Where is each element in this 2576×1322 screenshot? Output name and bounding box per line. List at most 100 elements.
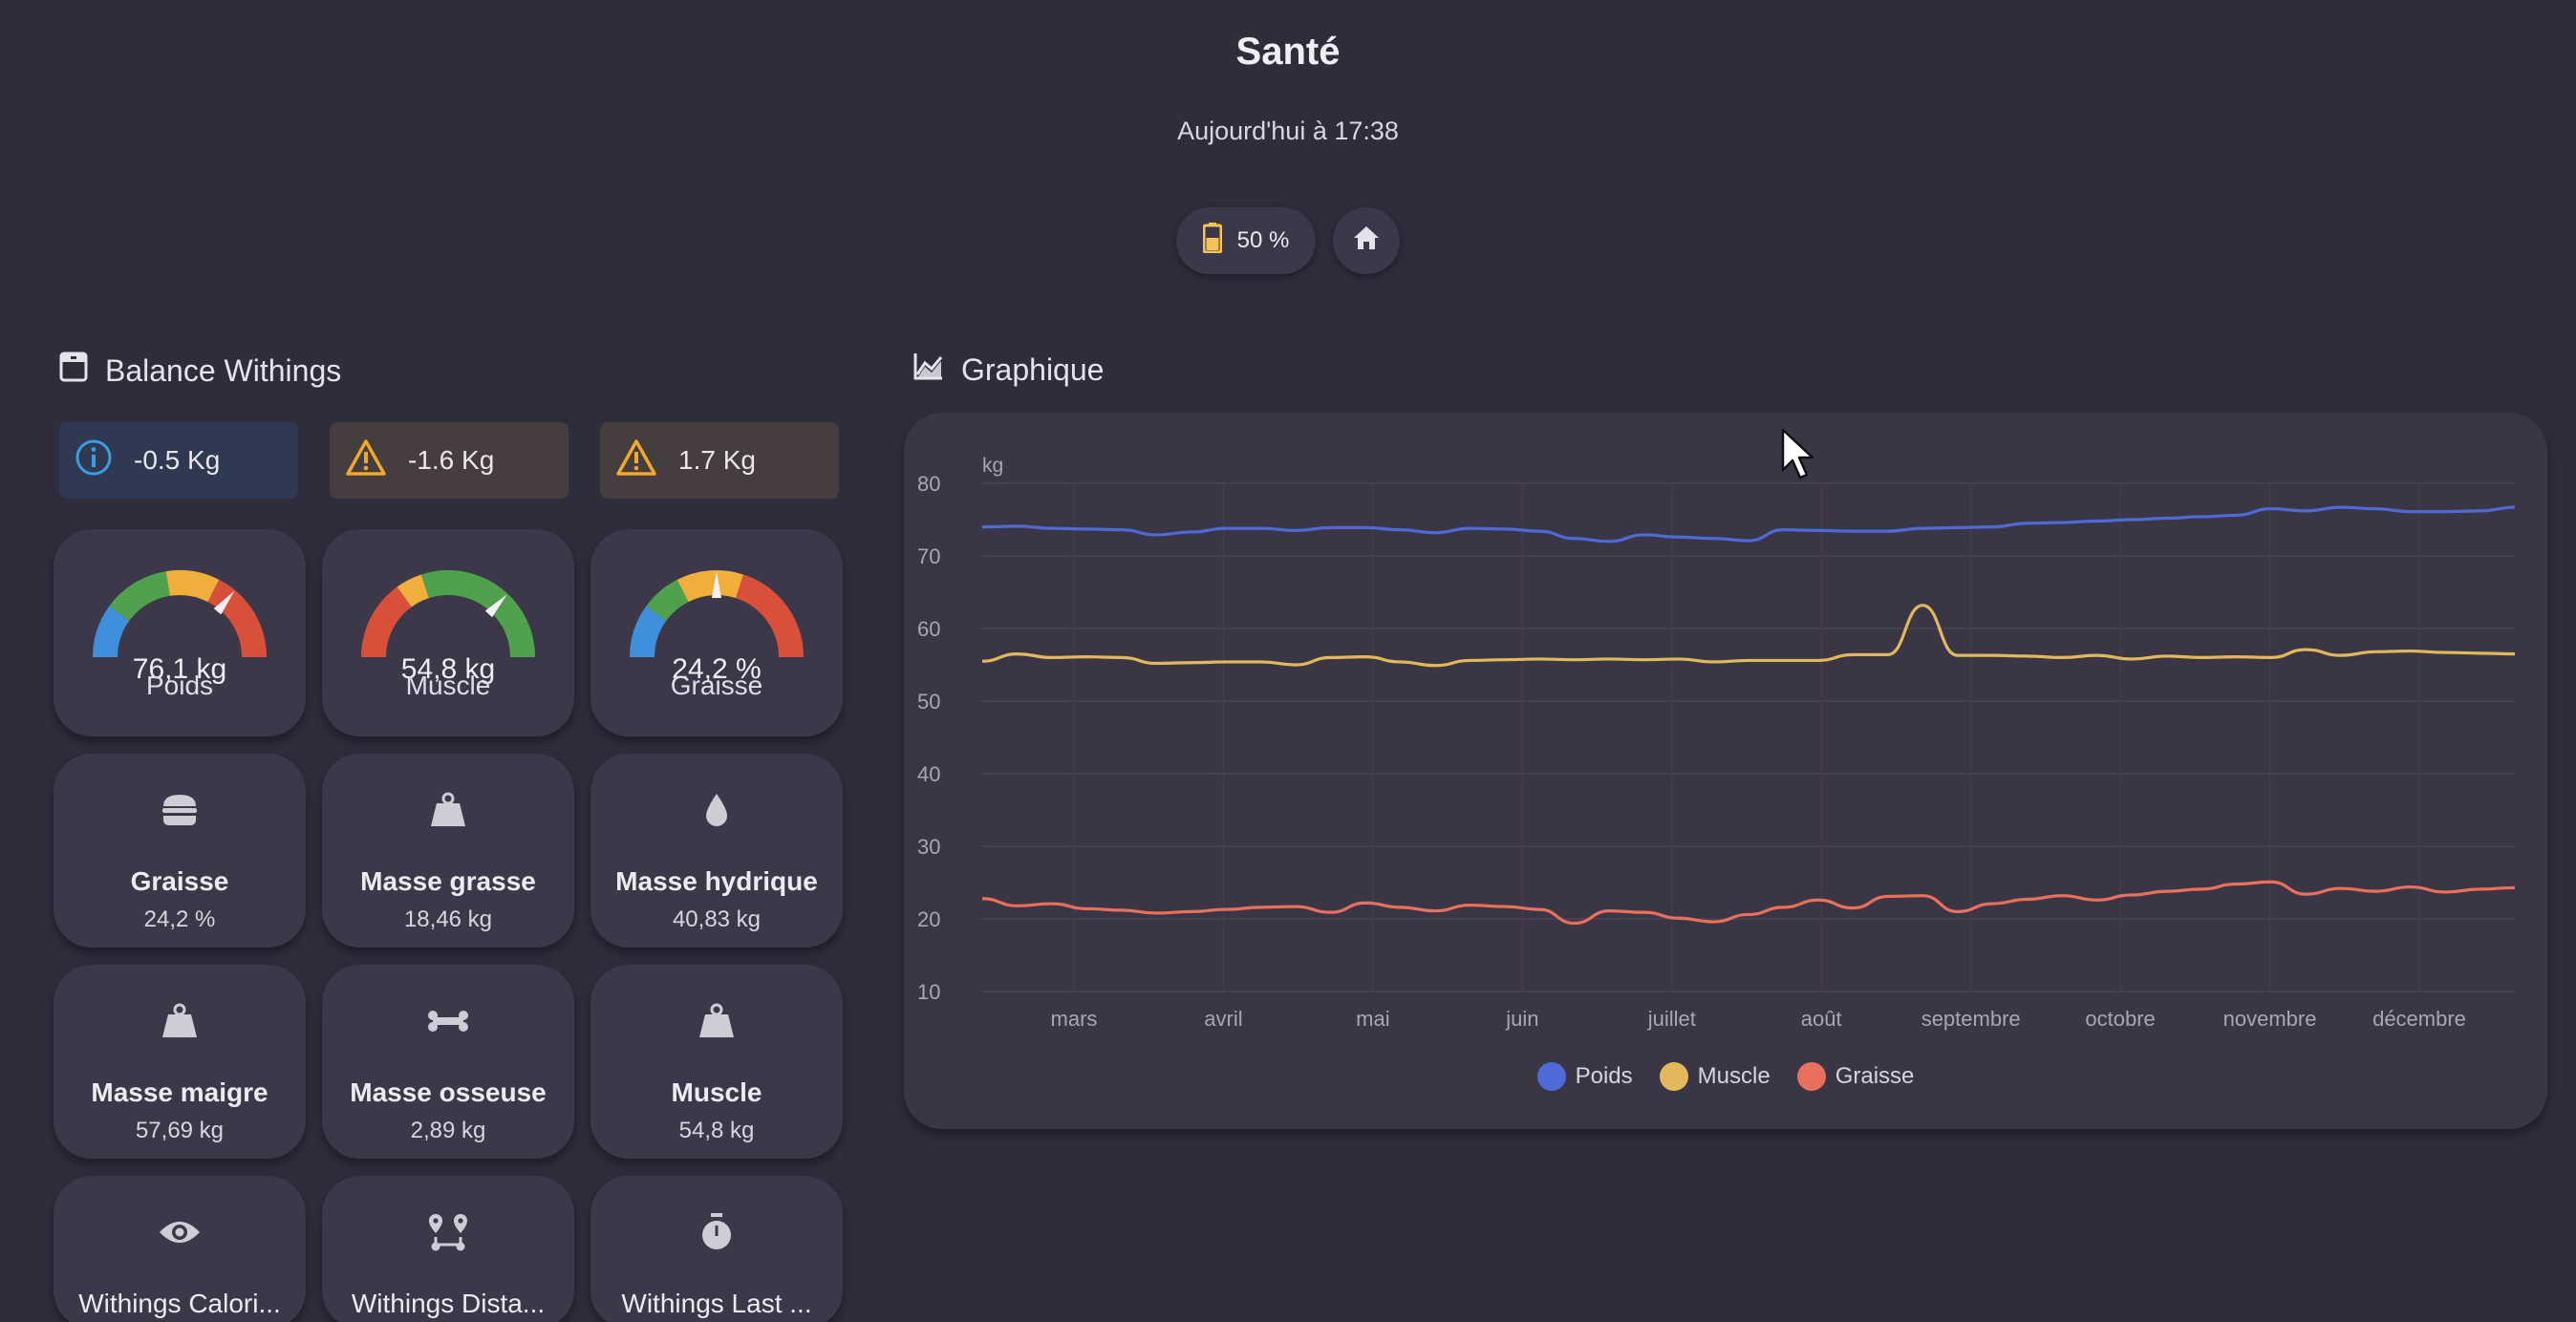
gauge-tile-muscle[interactable]: 54,8 kg Muscle bbox=[322, 529, 574, 736]
chart-card: kg 80 70 60 50 40 30 20 10 mars avril mai juin juille… bbox=[904, 413, 2547, 1129]
legend-item[interactable]: Poids bbox=[1536, 1062, 1633, 1091]
gauge-segment bbox=[165, 570, 220, 603]
sensor-grid: 76,1 kg Poids 54,8 kg Muscle 24,2 % Grai… bbox=[54, 529, 843, 1322]
gauge-label: Poids bbox=[145, 671, 214, 700]
y-tick-label: 80 bbox=[917, 472, 940, 496]
x-tick-label: septembre bbox=[1921, 1007, 2021, 1031]
gauge-segment bbox=[361, 586, 413, 658]
sensor-name: Withings Calori... bbox=[78, 1289, 281, 1318]
sensor-name: Muscle bbox=[671, 1077, 762, 1107]
legend-label: Muscle bbox=[1697, 1063, 1771, 1089]
sensor-name: Withings Dista... bbox=[351, 1289, 546, 1318]
gauge-label: Graisse bbox=[670, 671, 763, 700]
timer-icon bbox=[699, 1210, 734, 1254]
sensor-name: Withings Last ... bbox=[621, 1289, 812, 1318]
battery-icon bbox=[1202, 222, 1223, 260]
info-icon bbox=[75, 438, 113, 483]
sensor-tile-muscle[interactable]: Muscle 54,8 kg bbox=[590, 965, 843, 1159]
legend-label: Graisse bbox=[1835, 1063, 1915, 1089]
chart-line-icon bbox=[913, 352, 944, 388]
gauge-value: 24,2 % bbox=[672, 653, 762, 685]
gauge-segment bbox=[397, 574, 430, 608]
legend-label: Poids bbox=[1575, 1063, 1633, 1089]
gauge-segment bbox=[646, 579, 689, 622]
x-tick-label: novembre bbox=[2223, 1007, 2317, 1031]
eye-icon bbox=[158, 1210, 202, 1254]
gauge-value: 54,8 kg bbox=[400, 653, 496, 685]
fat-gauge: 24,2 % bbox=[623, 558, 810, 685]
gauge-segment bbox=[207, 579, 267, 658]
gauge-needle bbox=[213, 590, 235, 615]
sensor-tile-masse-osseuse[interactable]: Masse osseuse 2,89 kg bbox=[322, 965, 574, 1159]
sensor-tile-masse-hydrique[interactable]: Masse hydrique 40,83 kg bbox=[590, 754, 843, 948]
legend-swatch bbox=[1659, 1062, 1688, 1091]
chart-section-title: Graphique bbox=[961, 352, 1105, 387]
sensor-name: Masse maigre bbox=[91, 1077, 268, 1107]
bone-icon bbox=[427, 999, 469, 1043]
gauge-needle bbox=[712, 571, 721, 598]
muscle-gauge: 54,8 kg bbox=[354, 558, 542, 685]
gauge-tile-graisse[interactable]: 24,2 % Graisse bbox=[590, 529, 843, 736]
sensor-tile-distance[interactable]: Withings Dista... bbox=[322, 1176, 574, 1322]
sensor-tile-graisse[interactable]: Graisse 24,2 % bbox=[54, 754, 306, 948]
y-tick-label: 20 bbox=[917, 907, 940, 931]
alert-text: 1.7 Kg bbox=[678, 445, 756, 475]
sensor-value: 40,83 kg bbox=[672, 906, 762, 932]
sensor-tile-calories[interactable]: Withings Calori... bbox=[54, 1176, 306, 1322]
y-tick-label: 10 bbox=[917, 980, 940, 1004]
chart-legend: Poids Muscle Graisse bbox=[904, 1062, 2547, 1091]
sensor-name: Masse hydrique bbox=[615, 866, 818, 896]
home-button[interactable] bbox=[1333, 207, 1400, 274]
legend-swatch bbox=[1536, 1062, 1566, 1091]
series-line-graisse bbox=[981, 880, 2516, 926]
sensor-value: 24,2 % bbox=[143, 906, 216, 932]
gauge-segment bbox=[735, 574, 804, 658]
gauge-segment bbox=[109, 571, 171, 622]
alert-text: -1.6 Kg bbox=[408, 445, 495, 475]
header-chips: 50 % bbox=[0, 207, 2576, 274]
sensor-value: 18,46 kg bbox=[403, 906, 493, 932]
gauge-segment bbox=[466, 574, 535, 658]
sensor-value: 2,89 kg bbox=[410, 1118, 486, 1143]
gauge-segment bbox=[93, 606, 130, 658]
sensor-name: Masse osseuse bbox=[350, 1077, 547, 1107]
sensor-tile-masse-maigre[interactable]: Masse maigre 57,69 kg bbox=[54, 965, 306, 1159]
alerts-row: -0.5 Kg -1.6 Kg 1.7 Kg bbox=[59, 422, 839, 499]
map-route-icon bbox=[427, 1210, 469, 1254]
gauge-tile-poids[interactable]: 76,1 kg Poids bbox=[54, 529, 306, 736]
x-tick-label: octobre bbox=[2085, 1007, 2155, 1031]
alert-warning: -1.6 Kg bbox=[330, 422, 569, 499]
sensor-tile-last[interactable]: Withings Last ... bbox=[590, 1176, 843, 1322]
gauge-label: Muscle bbox=[405, 671, 491, 700]
gauge-segment bbox=[676, 570, 744, 603]
x-tick-label: mai bbox=[1356, 1007, 1389, 1031]
page-title: Santé bbox=[1235, 31, 1341, 73]
x-tick-label: août bbox=[1801, 1007, 1842, 1031]
weight-icon bbox=[429, 788, 467, 832]
gauge-needle bbox=[484, 594, 507, 618]
legend-item[interactable]: Graisse bbox=[1796, 1062, 1915, 1091]
battery-level: 50 % bbox=[1236, 227, 1290, 253]
line-chart: kg 80 70 60 50 40 30 20 10 mars avril mai juin juille… bbox=[917, 455, 2516, 1031]
balance-section-header: Balance Withings bbox=[59, 352, 341, 390]
sensor-tile-masse-grasse[interactable]: Masse grasse 18,46 kg bbox=[322, 754, 574, 948]
sensor-value: 54,8 kg bbox=[678, 1118, 755, 1143]
series-line-poids bbox=[981, 505, 2516, 544]
last-updated-text: Aujourd'hui à 17:38 bbox=[1177, 117, 1399, 145]
sensor-value: 57,69 kg bbox=[135, 1118, 225, 1143]
series-line-muscle bbox=[981, 604, 2516, 668]
y-tick-label: 40 bbox=[917, 762, 940, 786]
legend-item[interactable]: Muscle bbox=[1659, 1062, 1771, 1091]
x-tick-label: juillet bbox=[1647, 1007, 1696, 1031]
weight-icon bbox=[161, 999, 199, 1043]
alert-warning: 1.7 Kg bbox=[600, 422, 839, 499]
sensor-name: Masse grasse bbox=[360, 866, 536, 896]
x-tick-label: décembre bbox=[2372, 1007, 2466, 1031]
x-tick-label: mars bbox=[1051, 1007, 1098, 1031]
battery-chip[interactable]: 50 % bbox=[1176, 207, 1316, 274]
gauge-segment bbox=[420, 570, 476, 599]
x-tick-label: juin bbox=[1505, 1007, 1538, 1031]
chart-section-header: Graphique bbox=[913, 352, 1104, 388]
legend-swatch bbox=[1796, 1062, 1826, 1091]
balance-section-title: Balance Withings bbox=[105, 352, 342, 388]
